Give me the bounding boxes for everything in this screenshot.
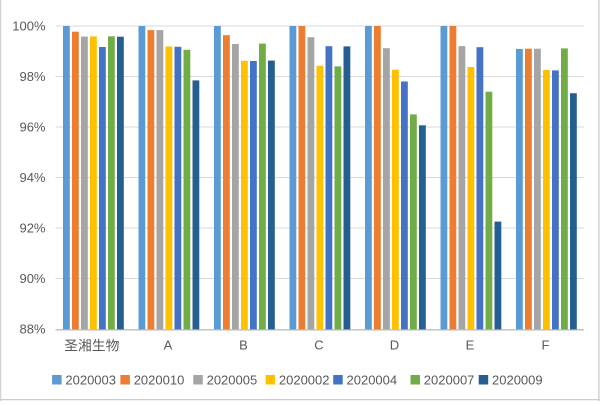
svg-text:2020002: 2020002 xyxy=(279,372,330,387)
svg-text:D: D xyxy=(390,338,399,353)
svg-text:90%: 90% xyxy=(19,271,45,286)
svg-text:F: F xyxy=(542,338,550,353)
svg-text:2020009: 2020009 xyxy=(492,372,543,387)
svg-text:2020005: 2020005 xyxy=(207,372,258,387)
svg-text:100%: 100% xyxy=(12,19,46,34)
svg-text:96%: 96% xyxy=(19,120,45,135)
svg-text:94%: 94% xyxy=(19,170,45,185)
svg-text:E: E xyxy=(466,338,475,353)
svg-text:92%: 92% xyxy=(19,221,45,236)
svg-text:98%: 98% xyxy=(19,69,45,84)
svg-text:C: C xyxy=(314,338,323,353)
svg-text:2020007: 2020007 xyxy=(424,372,475,387)
svg-text:B: B xyxy=(239,338,248,353)
svg-text:2020010: 2020010 xyxy=(134,372,185,387)
svg-text:88%: 88% xyxy=(19,322,45,337)
svg-text:2020004: 2020004 xyxy=(347,372,398,387)
svg-text:2020003: 2020003 xyxy=(65,372,116,387)
svg-text:A: A xyxy=(164,338,173,353)
